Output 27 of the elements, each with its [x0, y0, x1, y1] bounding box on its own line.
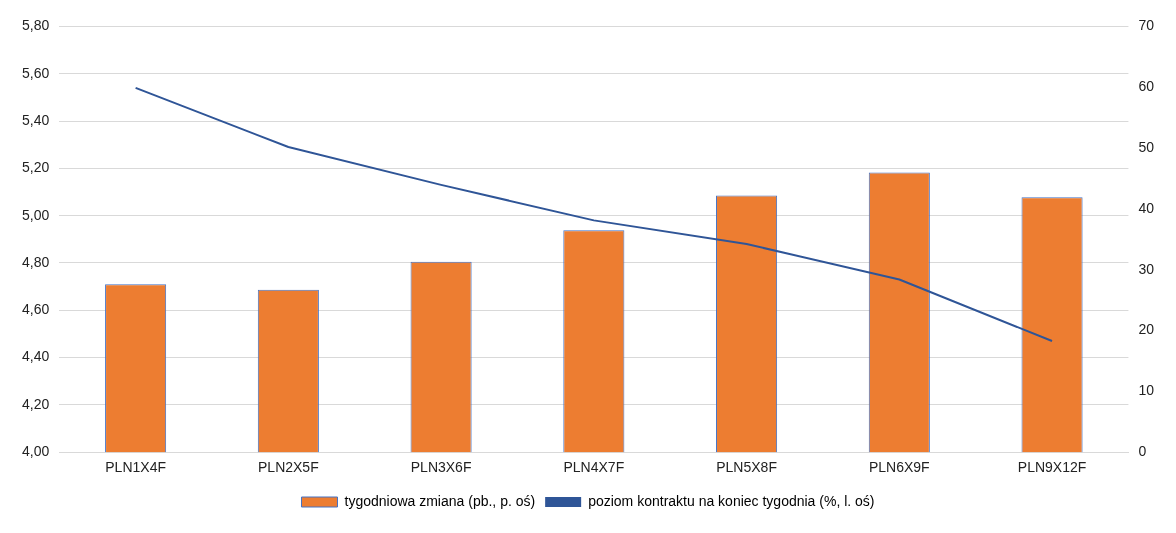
x-tick-label: PLN3X6F — [410, 459, 472, 476]
y2-tick-label: 0 — [1138, 443, 1147, 460]
y-tick-label: 5,00 — [22, 206, 50, 223]
x-tick-label: PLN6X9F — [868, 459, 930, 476]
y2-tick-label: 50 — [1138, 138, 1155, 155]
y-tick-label: 5,20 — [22, 159, 50, 176]
x-tick-label: PLN9X12F — [1017, 459, 1087, 476]
y-tick-label: 4,00 — [22, 443, 50, 460]
x-tick-label: PLN1X4F — [105, 459, 166, 476]
y-tick-label: 5,80 — [22, 17, 50, 34]
y-tick-label: 4,60 — [22, 301, 50, 318]
legend-label: poziom kontraktu na koniec tygodnia (%, l. oś) — [588, 492, 875, 509]
y2-tick-label: 10 — [1138, 382, 1155, 399]
y2-tick-label: 70 — [1138, 17, 1155, 34]
y2-tick-label: 20 — [1138, 321, 1155, 338]
y-tick-label: 5,60 — [22, 64, 50, 81]
y-tick-label: 4,40 — [22, 348, 50, 365]
legend-label: tygodniowa zmiana (pb., p. oś) — [344, 492, 536, 509]
x-tick-label: PLN5X8F — [716, 459, 777, 476]
y2-tick-label: 60 — [1138, 78, 1155, 95]
x-tick-label: PLN4X7F — [563, 459, 625, 476]
y2-tick-label: 30 — [1138, 260, 1155, 277]
y-tick-label: 5,40 — [22, 111, 50, 128]
y-tick-label: 4,80 — [22, 253, 50, 270]
y2-tick-label: 40 — [1138, 199, 1155, 216]
y-tick-label: 4,20 — [22, 395, 50, 412]
x-tick-label: PLN2X5F — [258, 459, 319, 476]
